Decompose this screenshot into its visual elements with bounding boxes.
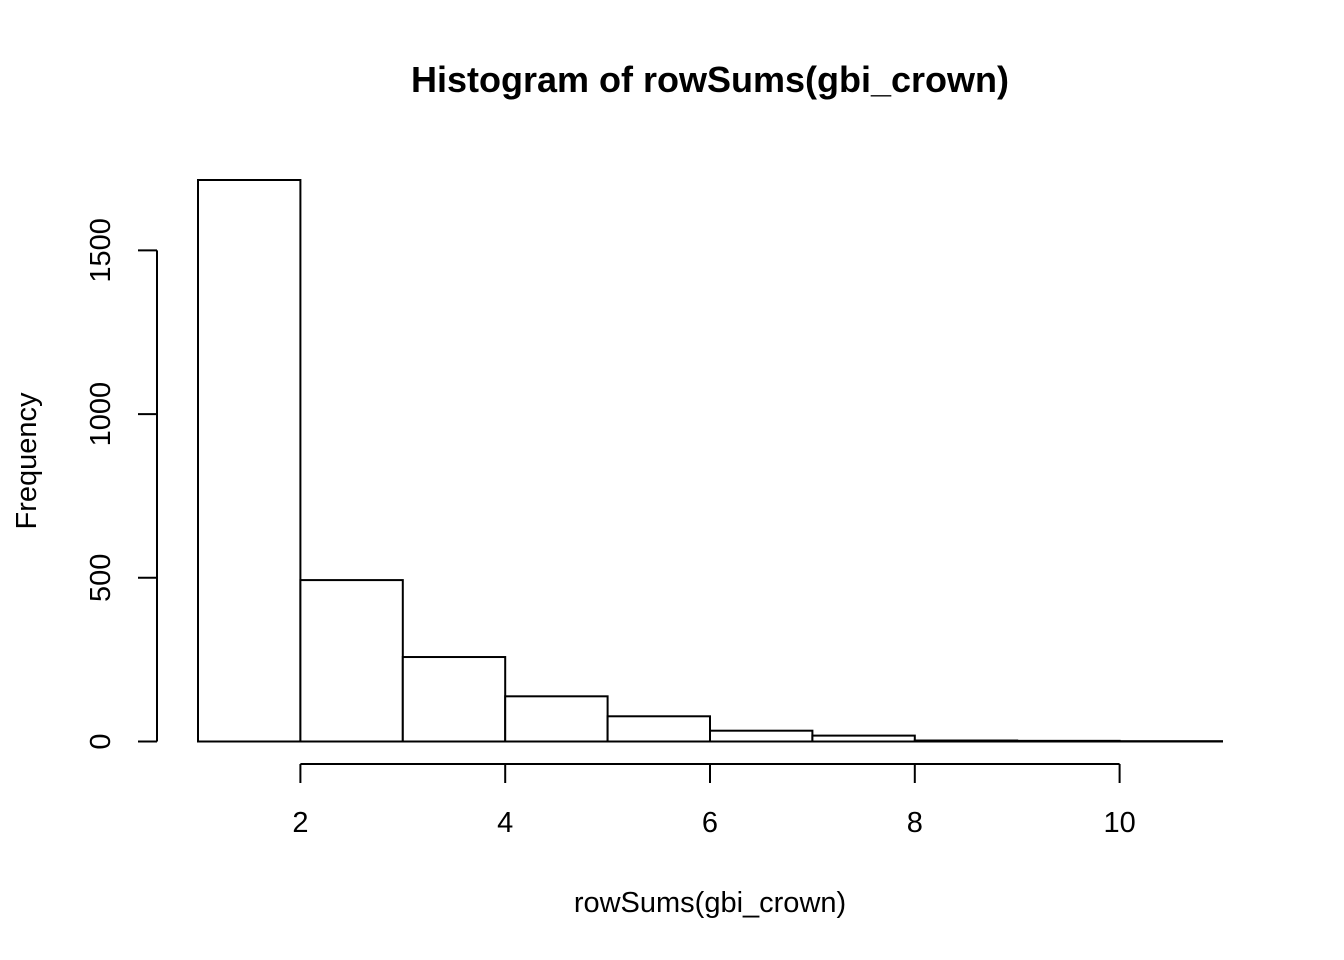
bar-1	[197, 179, 302, 743]
bar-4	[504, 695, 609, 743]
x-tick-label: 2	[292, 807, 308, 839]
bar-7	[811, 734, 916, 743]
bar-6	[709, 729, 814, 743]
y-ticks: 0 500 1000 1500	[85, 218, 157, 750]
bar-9	[1016, 739, 1121, 743]
y-tick-label: 0	[85, 733, 117, 749]
bars-group	[197, 179, 1223, 743]
chart-title: Histogram of rowSums(gbi_crown)	[411, 59, 1009, 100]
x-ticks: 2 4 6 8 10	[292, 764, 1136, 839]
bar-5	[606, 715, 711, 743]
bar-8	[913, 739, 1019, 743]
y-tick-label: 1500	[85, 218, 117, 283]
x-axis: 2 4 6 8 10	[292, 763, 1136, 839]
bar-3	[401, 656, 507, 743]
y-axis: 0 500 1000 1500	[85, 218, 158, 750]
x-axis-label: rowSums(gbi_crown)	[574, 887, 846, 919]
x-tick-label: 4	[497, 807, 513, 839]
y-axis-label: Frequency	[11, 392, 43, 530]
x-tick-label: 8	[907, 807, 923, 839]
bar-2	[299, 579, 404, 743]
x-tick-label: 10	[1103, 807, 1135, 839]
y-tick-label: 500	[85, 554, 117, 602]
x-tick-label: 6	[702, 807, 718, 839]
y-tick-label: 1000	[85, 382, 117, 447]
